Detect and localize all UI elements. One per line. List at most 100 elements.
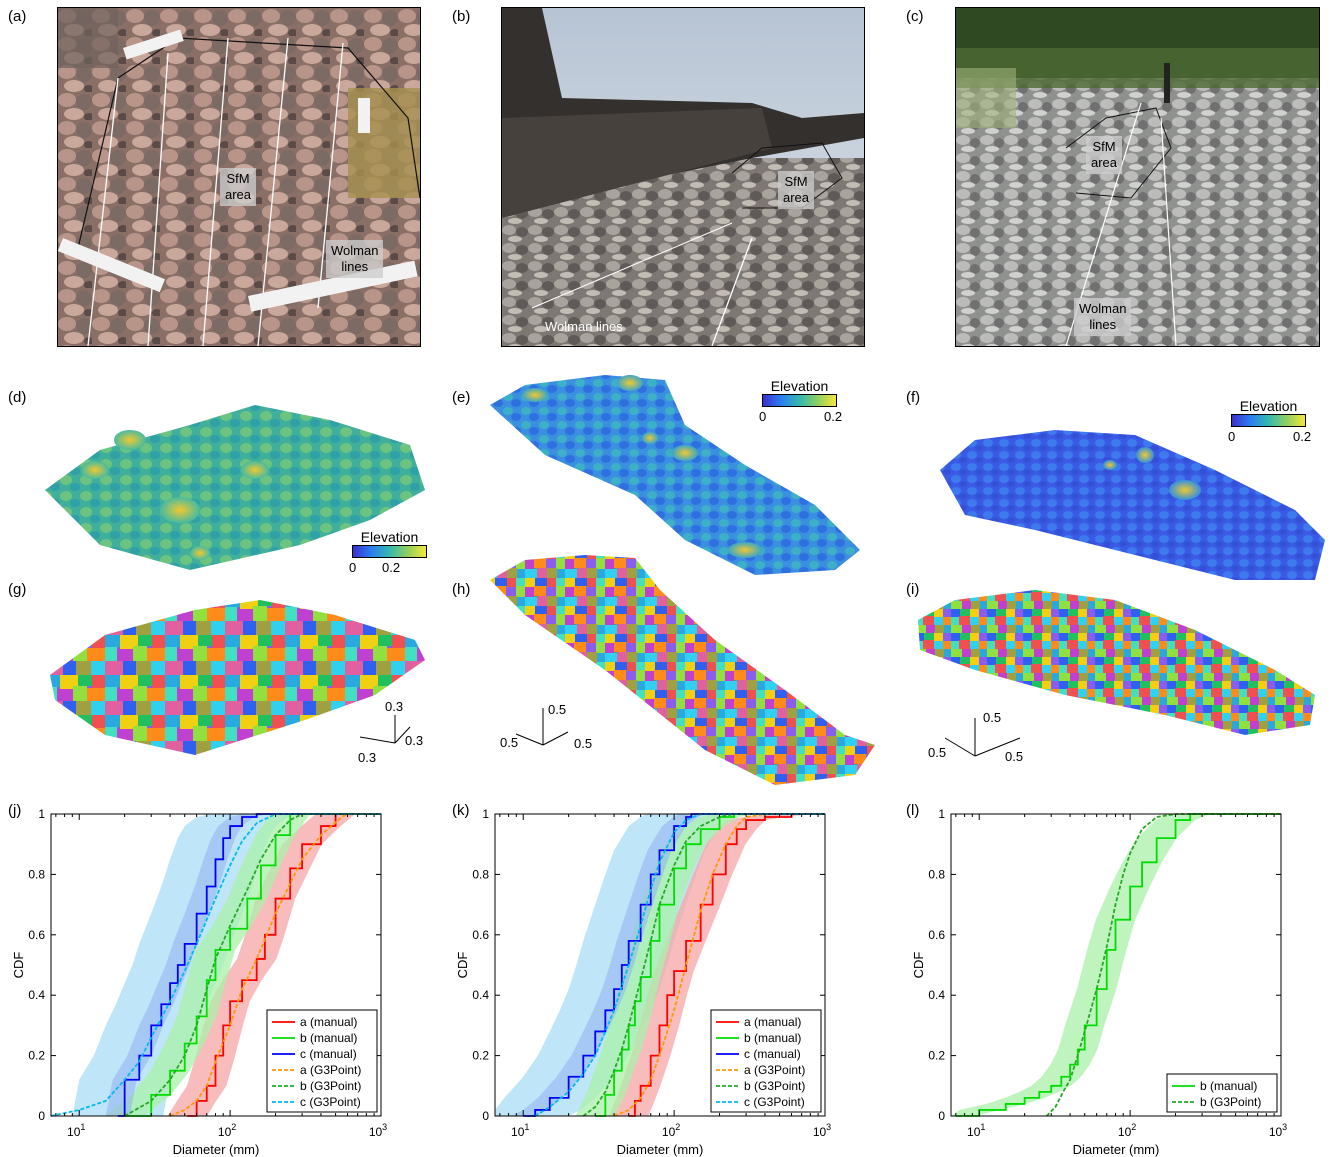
axes-triad-i-drawing xyxy=(944,718,1021,757)
uncertainty-band-b xyxy=(951,814,1241,1116)
panel-label-i: (i) xyxy=(906,581,920,598)
photo-a-drawing xyxy=(58,8,420,346)
legend-label: c (manual) xyxy=(300,1047,357,1061)
series-line-b xyxy=(124,813,381,1117)
sfm-area-label-a: SfM area xyxy=(220,168,257,206)
axis-label-i-b: 0.5 xyxy=(928,745,947,760)
surface-d-drawing xyxy=(45,405,425,570)
panel-label-b: (b) xyxy=(452,8,471,25)
photo-c-drawing xyxy=(956,8,1319,346)
axis-label-g-b: 0.3 xyxy=(405,733,424,748)
panel-label-c: (c) xyxy=(906,8,924,25)
legend-label: a (manual) xyxy=(744,1015,801,1029)
y-tick-label: 0.6 xyxy=(28,928,45,942)
x-tick-label: 103 xyxy=(369,1122,387,1139)
y-tick-label: 0.2 xyxy=(928,1049,945,1063)
photo-b: SfM area Wolman lines xyxy=(501,7,865,347)
y-tick-label: 0.4 xyxy=(472,988,489,1002)
panel-label-a: (a) xyxy=(8,8,27,25)
axis-label-i-a: 0.5 xyxy=(983,710,1002,725)
panel-label-k: (k) xyxy=(452,802,470,819)
uncertainty-band-a xyxy=(609,814,825,1116)
colorbar-title-f: Elevation xyxy=(1239,398,1298,414)
photo-c: SfM area Wolman lines xyxy=(955,7,1320,347)
x-axis-label: Diameter (mm) xyxy=(173,1142,260,1157)
uncertainty-band-b xyxy=(575,814,754,1116)
sfm-area-label-b: SfM area xyxy=(778,171,815,209)
plot-frame xyxy=(950,813,1282,1117)
colorbar-min-d: 0 xyxy=(349,560,357,575)
colorbar-max-f: 0.2 xyxy=(1293,429,1312,444)
segmentation-g-drawing xyxy=(50,600,425,755)
y-tick-label: 0.4 xyxy=(928,988,945,1002)
plot-frame xyxy=(494,813,826,1117)
axis-label-h-b: 0.5 xyxy=(500,735,519,750)
y-tick-label: 0 xyxy=(38,1109,45,1123)
series-line-b xyxy=(955,813,1281,1117)
legend: a (manual) b (manual) c (manual) a (G3Point… xyxy=(710,1009,822,1113)
series-line-b-g3 xyxy=(124,813,381,1117)
surface-e-drawing xyxy=(490,375,860,575)
elevation-surface-e xyxy=(485,365,865,580)
x-tick-label: 102 xyxy=(662,1122,680,1139)
axis-label-g-a: 0.3 xyxy=(385,699,404,714)
axis-label-h-c: 0.5 xyxy=(574,736,593,751)
axes-triad-g: 0.3 0.3 0.3 xyxy=(355,695,430,770)
colorbar-d: Elevation 0 0.2 xyxy=(349,529,427,575)
series-line-a-g3 xyxy=(169,813,381,1117)
colorbar-title-d: Elevation xyxy=(360,529,419,545)
panel-label-f: (f) xyxy=(906,389,921,406)
series-line-a xyxy=(187,813,381,1117)
axis-label-h-a: 0.5 xyxy=(548,702,567,717)
panel-label-e: (e) xyxy=(452,389,471,406)
legend-label: b (manual) xyxy=(300,1031,357,1045)
colorbar-gradient-d xyxy=(352,545,427,558)
cdf-chart-j-svg: 0 0.2 0.4 0.6 0.8 1 101 102 103 Diameter (mm) CDF a… xyxy=(11,807,387,1157)
uncertainty-band-a xyxy=(167,814,356,1116)
legend-label: c (G3Point) xyxy=(300,1095,361,1109)
cdf-chart-k-svg: 0 0.2 0.4 0.6 0.8 1 101 102 103 Diameter (mm) CDF a… xyxy=(455,807,831,1157)
y-tick-label: 0 xyxy=(482,1109,489,1123)
colorbar-gradient-f xyxy=(1231,414,1306,427)
colorbar-f: Elevation 0 0.2 xyxy=(1228,398,1311,444)
series-line-c-g3 xyxy=(50,813,381,1117)
series-line-a-g3 xyxy=(613,813,825,1117)
colorbar-title-e: Elevation xyxy=(770,378,829,394)
colorbar-min-e: 0 xyxy=(759,409,767,424)
axes-triad-h-drawing xyxy=(515,708,569,746)
y-axis-label: CDF xyxy=(455,952,470,979)
cdf-chart-l: 0 0.2 0.4 0.6 0.8 1 101 102 103 Diameter (mm) CDF b… xyxy=(900,800,1340,1157)
panel-label-d: (d) xyxy=(8,389,27,406)
x-tick-label: 101 xyxy=(67,1122,85,1139)
y-tick-label: 1 xyxy=(38,807,45,821)
panel-label-j: (j) xyxy=(8,802,22,819)
legend-label: b (G3Point) xyxy=(744,1079,805,1093)
legend: b (manual) b (G3Point) xyxy=(1166,1073,1278,1113)
legend-label: b (G3Point) xyxy=(1200,1095,1261,1109)
uncertainty-band-b xyxy=(104,814,310,1116)
colorbar-max-e: 0.2 xyxy=(824,409,843,424)
panel-label-l: (l) xyxy=(906,802,920,819)
x-tick-label: 101 xyxy=(511,1122,529,1139)
legend-label: c (G3Point) xyxy=(744,1095,805,1109)
elevation-surface-d xyxy=(40,395,440,580)
segmentation-i xyxy=(915,585,1325,770)
sfm-area-label-c: SfM area xyxy=(1086,136,1123,174)
wolman-lines-label-b: Wolman lines xyxy=(545,319,623,334)
cdf-chart-l-svg: 0 0.2 0.4 0.6 0.8 1 101 102 103 Diameter (mm) CDF b… xyxy=(911,807,1287,1157)
surface-f-drawing xyxy=(940,430,1325,580)
legend: a (manual) b (manual) c (manual) a (G3Point… xyxy=(266,1009,378,1113)
y-tick-label: 1 xyxy=(938,807,945,821)
x-tick-label: 102 xyxy=(218,1122,236,1139)
legend-label: a (G3Point) xyxy=(300,1063,361,1077)
series-line-b-g3 xyxy=(582,813,825,1117)
y-axis-label: CDF xyxy=(911,952,926,979)
x-tick-label: 103 xyxy=(1269,1122,1287,1139)
y-tick-label: 0.2 xyxy=(28,1049,45,1063)
x-tick-label: 103 xyxy=(813,1122,831,1139)
y-tick-label: 0.8 xyxy=(28,867,45,881)
plot-frame xyxy=(50,813,382,1117)
y-tick-label: 0.6 xyxy=(472,928,489,942)
series-line-b-g3 xyxy=(1046,813,1281,1117)
series-line-c xyxy=(117,813,381,1117)
